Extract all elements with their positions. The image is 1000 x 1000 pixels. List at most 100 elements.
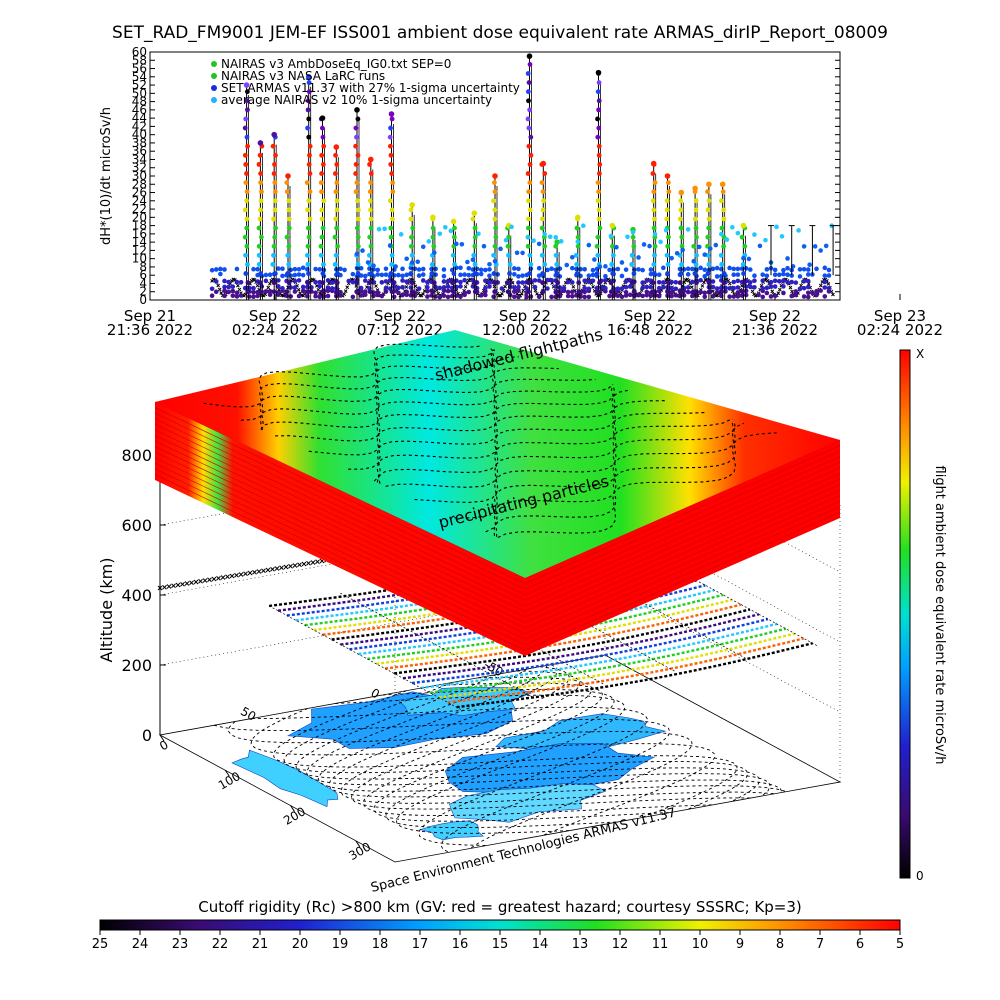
mid-rate-point [409, 260, 415, 265]
low-rate-point [255, 266, 260, 272]
baseline-point [374, 284, 378, 288]
low-rate-point [623, 289, 629, 295]
low-rate-point [420, 266, 426, 272]
low-rate-point [532, 278, 538, 283]
low-rate-point [342, 267, 347, 273]
baseline-point [465, 281, 469, 285]
spike-point [307, 189, 313, 195]
spike-point [245, 280, 251, 286]
spike-point [691, 289, 697, 295]
spike-point [271, 243, 277, 249]
spike-point [244, 171, 249, 176]
mid-rate-point [608, 233, 614, 239]
altitude-track-point [189, 580, 194, 586]
y-tick-label: 40 [132, 128, 147, 142]
low-rate-point [640, 285, 645, 291]
spike-point [526, 98, 531, 104]
low-rate-point [263, 272, 269, 278]
spike-point [608, 289, 614, 295]
spike-point [306, 162, 312, 167]
spike-point [284, 234, 290, 240]
y-tick-label: 4 [139, 276, 147, 290]
y-tick-label: 32 [132, 161, 147, 175]
z-tick-label: 800 [121, 446, 152, 465]
mid-rate-point [553, 235, 559, 240]
spike-point [390, 180, 396, 186]
low-rate-point [727, 294, 732, 299]
spike-point [431, 243, 437, 249]
mid-rate-point [592, 257, 597, 262]
slab-flight-track [485, 420, 736, 533]
y-tick-label: 36 [132, 144, 147, 158]
low-rate-point [350, 279, 356, 285]
spike-point [527, 252, 533, 258]
low-rate-point [781, 271, 786, 277]
low-rate-point [731, 279, 737, 285]
low-rate-point [772, 284, 778, 289]
y-tick-label: 60 [132, 45, 147, 59]
y-tick-label: 44 [132, 111, 147, 125]
spike-point [471, 252, 477, 258]
low-rate-point [623, 267, 629, 272]
spike-point [554, 271, 560, 276]
low-rate-point [213, 289, 219, 295]
mid-rate-point [426, 239, 432, 244]
low-rate-point [702, 267, 708, 273]
low-rate-point [520, 273, 525, 278]
low-rate-point [764, 267, 770, 272]
spike-point [319, 171, 324, 176]
bottom-tick-label: 23 [172, 937, 189, 952]
low-rate-point [772, 267, 778, 273]
low-rate-point [545, 277, 550, 283]
y-tick-label: 28 [132, 177, 147, 191]
low-rate-point [209, 293, 215, 299]
low-rate-point [478, 267, 484, 273]
low-rate-point [557, 285, 563, 290]
spike-peak [540, 160, 547, 167]
low-rate-point [445, 288, 451, 294]
mid-rate-point [774, 224, 779, 230]
low-rate-point [400, 278, 405, 283]
spike-point [678, 225, 684, 231]
low-rate-point [350, 271, 356, 277]
spike-point [595, 89, 601, 95]
low-rate-point [433, 294, 438, 299]
spike-point [409, 280, 415, 286]
x-tick-label-line2: 21:36 2022 [732, 321, 818, 339]
low-rate-point [462, 290, 467, 296]
low-rate-point [797, 267, 803, 272]
spike-point [506, 252, 511, 258]
low-rate-point [267, 292, 273, 298]
low-rate-point [350, 294, 356, 300]
spike-point [576, 280, 582, 286]
spike-point [353, 171, 359, 176]
baseline-point [343, 289, 348, 293]
y-tick-label: 0 [139, 293, 147, 307]
low-rate-point [425, 289, 430, 294]
spike-point [692, 216, 698, 222]
x-tick-label-line2: 16:48 2022 [607, 321, 693, 339]
spike-point [286, 207, 292, 213]
low-rate-point [656, 279, 662, 285]
spike-point [630, 280, 636, 286]
x-tick-label-line1: Sep 23 [874, 307, 926, 325]
spike-point [507, 271, 512, 276]
spike-point [540, 289, 546, 295]
baseline-point [421, 292, 425, 296]
altitude-track-point [256, 569, 262, 574]
low-rate-point [727, 286, 732, 291]
low-rate-point [565, 293, 571, 299]
spike-point [527, 180, 533, 186]
mid-rate-point [719, 231, 724, 237]
low-rate-point [731, 272, 737, 277]
baseline-point [571, 284, 576, 289]
mid-rate-point [525, 235, 531, 240]
mid-rate-point [702, 252, 708, 257]
low-rate-point [512, 285, 517, 290]
bottom-tick-label: 14 [532, 937, 549, 952]
low-rate-point [512, 289, 517, 294]
low-rate-point [276, 278, 281, 283]
spike-point [596, 80, 602, 85]
low-rate-point [234, 279, 240, 285]
x-tick-label-line1: Sep 22 [749, 307, 801, 325]
